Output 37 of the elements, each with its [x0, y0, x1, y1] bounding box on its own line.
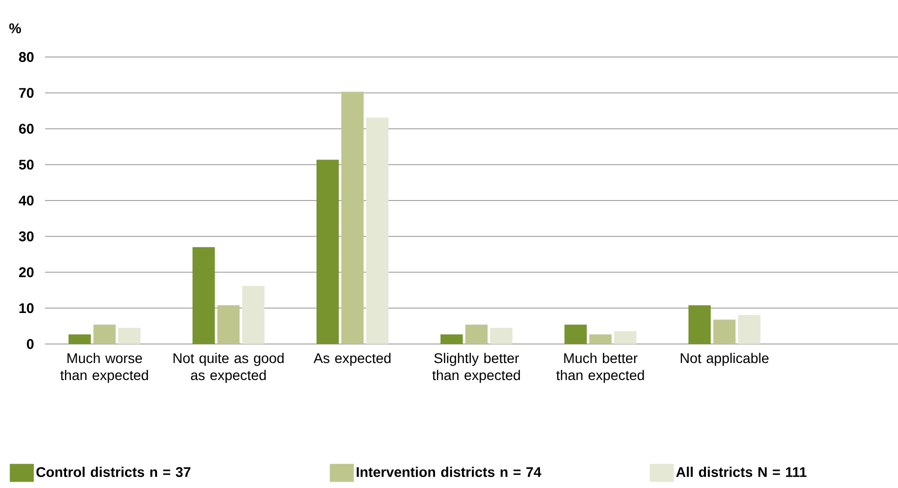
bar	[192, 247, 215, 344]
bar	[465, 324, 488, 344]
y-axis-title: %	[9, 23, 21, 34]
bar	[614, 331, 636, 344]
y-tick-label: 60	[19, 124, 34, 134]
bar	[564, 324, 587, 344]
bar	[316, 160, 339, 344]
y-tick-label: 10	[19, 303, 34, 314]
legend-label: Intervention districts n = 74	[356, 466, 542, 478]
y-tick-label: 80	[19, 52, 34, 62]
y-tick-label: 70	[19, 88, 34, 98]
bar	[589, 334, 612, 344]
bar	[242, 286, 264, 344]
x-tick-label: Much better than expected	[556, 352, 644, 383]
y-tick-label: 0	[26, 339, 34, 349]
legend-label: All districts N = 111	[676, 466, 807, 478]
bar	[440, 334, 463, 344]
bar	[490, 328, 512, 344]
bar	[366, 118, 388, 344]
x-tick-label: As expected	[314, 352, 390, 366]
bar	[341, 92, 364, 344]
legend-label: Control districts n = 37	[36, 466, 190, 478]
x-tick-label: Not quite as good as expected	[174, 352, 284, 383]
bar	[68, 334, 91, 344]
y-tick-label: 50	[18, 160, 34, 170]
bar	[93, 324, 116, 344]
bar	[118, 328, 140, 344]
bar	[217, 305, 240, 344]
bar	[713, 320, 736, 344]
x-tick-label: Not applicable	[680, 352, 769, 366]
bar	[688, 305, 711, 344]
y-tick-label: 40	[18, 196, 34, 206]
bar	[738, 314, 760, 344]
y-tick-label: 30	[18, 231, 34, 242]
x-tick-label: Slightly better than expected	[432, 352, 520, 383]
y-tick-label: 20	[19, 267, 34, 278]
x-tick-label: Much worse than expected	[60, 352, 148, 383]
